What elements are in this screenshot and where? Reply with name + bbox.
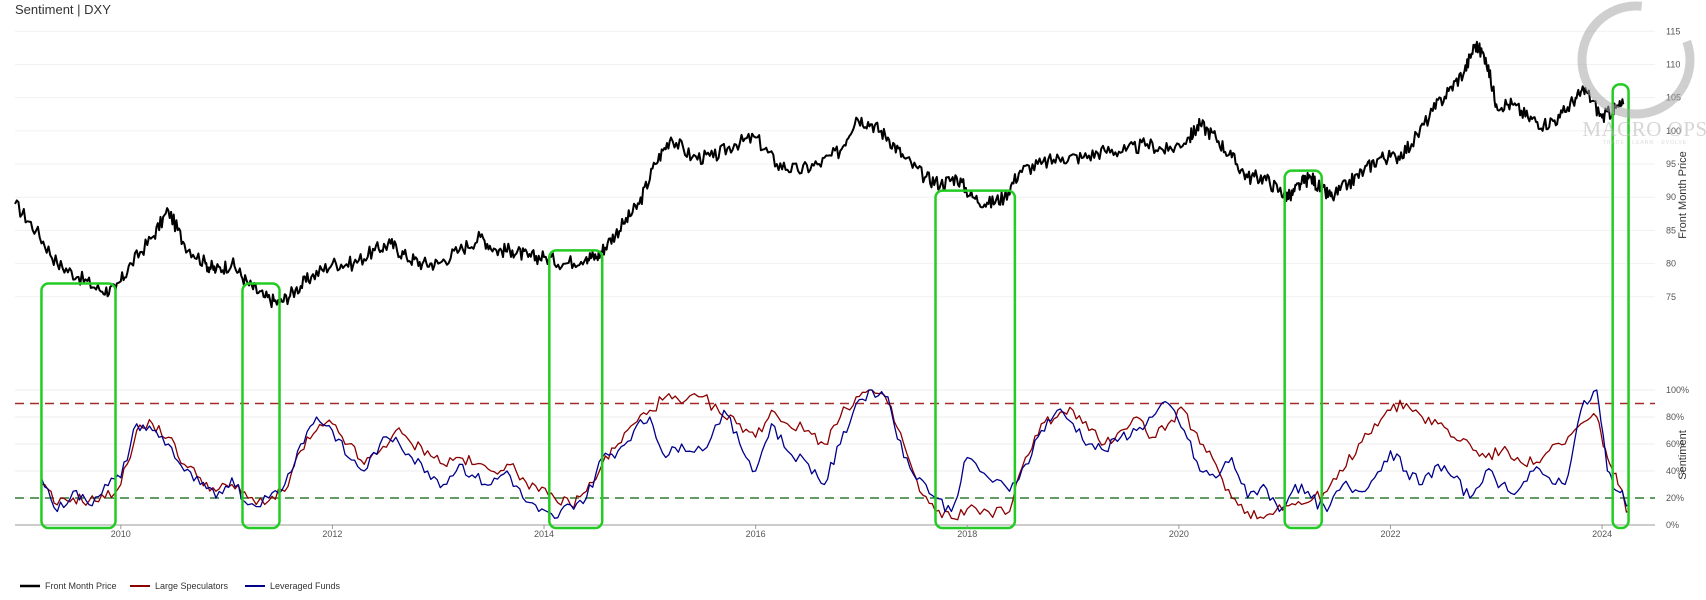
series-line-leveraged-funds <box>40 389 1629 519</box>
chart-title: Sentiment | DXY <box>15 2 111 17</box>
sentiment-tick-80: 80% <box>1666 412 1684 422</box>
legend: Front Month Price Large Speculators Leve… <box>20 581 341 591</box>
highlight-box-4 <box>934 189 1017 530</box>
series-line-large-speculators <box>41 389 1629 521</box>
legend-item-price[interactable]: Front Month Price <box>20 581 117 591</box>
sentiment-tick-0: 0% <box>1666 520 1679 530</box>
x-tick-2020: 2020 <box>1169 529 1189 539</box>
x-tick-2016: 2016 <box>746 529 766 539</box>
sentiment-tick-100: 100% <box>1666 385 1689 395</box>
legend-item-large-speculators[interactable]: Large Speculators <box>130 581 229 591</box>
threshold-lines <box>15 402 1655 499</box>
highlight-box-5 <box>1283 169 1323 530</box>
x-tick-2024: 2024 <box>1592 529 1612 539</box>
price-tick-85: 85 <box>1666 225 1676 235</box>
price-tick-95: 95 <box>1666 159 1676 169</box>
watermark-logo: MACRO OPS TRADE · LEARN · EVOLVE <box>1577 1 1706 146</box>
x-tick-2010: 2010 <box>111 529 131 539</box>
price-tick-100: 100 <box>1666 126 1681 136</box>
x-tick-2022: 2022 <box>1380 529 1400 539</box>
legend-label-large-speculators: Large Speculators <box>155 581 229 591</box>
watermark-tagline: TRADE · LEARN · EVOLVE <box>1603 140 1687 146</box>
highlight-box-1 <box>40 282 117 530</box>
price-tick-80: 80 <box>1666 259 1676 269</box>
price-tick-75: 75 <box>1666 292 1676 302</box>
legend-label-leveraged-funds: Leveraged Funds <box>270 581 341 591</box>
sentiment-axis-title: Sentiment <box>1677 430 1689 480</box>
price-tick-115: 115 <box>1666 26 1680 36</box>
highlight-box-6 <box>1611 83 1630 530</box>
highlight-box-2 <box>241 282 281 530</box>
legend-label-price: Front Month Price <box>45 581 117 591</box>
x-axis-ticks: 2010 2012 2014 2016 2018 2020 2022 2024 <box>111 525 1612 539</box>
sentiment-tick-20: 20% <box>1666 493 1684 503</box>
watermark-brand: MACRO OPS <box>1582 117 1706 141</box>
x-tick-2014: 2014 <box>534 529 554 539</box>
sentiment-tick-60: 60% <box>1666 439 1684 449</box>
price-tick-90: 90 <box>1666 192 1676 202</box>
highlight-boxes <box>40 83 1630 530</box>
highlight-box-3 <box>548 249 604 530</box>
series-line-front-month-price <box>14 40 1625 309</box>
sentiment-tick-40: 40% <box>1666 466 1684 476</box>
legend-item-leveraged-funds[interactable]: Leveraged Funds <box>245 581 341 591</box>
watermark-ring <box>1577 1 1695 119</box>
price-tick-110: 110 <box>1666 59 1680 69</box>
price-series <box>14 40 1625 309</box>
price-gridlines <box>15 30 1655 298</box>
price-axis-title: Front Month Price <box>1677 151 1689 238</box>
sentiment-series <box>40 389 1629 521</box>
x-tick-2012: 2012 <box>322 529 342 539</box>
x-tick-2018: 2018 <box>957 529 977 539</box>
sentiment-y-ticks: 0% 20% 40% 60% 80% 100% <box>1666 385 1689 530</box>
